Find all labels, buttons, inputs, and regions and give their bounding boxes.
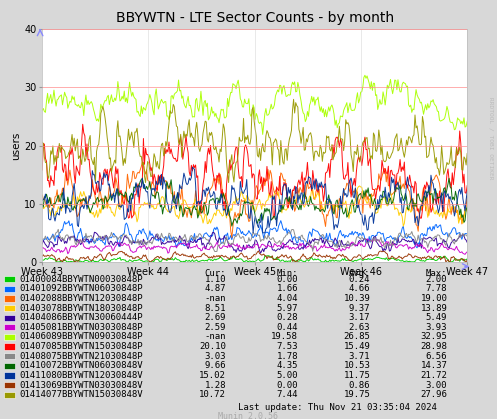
Bar (4, 305, 15, 311)
Bar (4, 372, 15, 378)
Text: 10.53: 10.53 (343, 361, 370, 370)
Text: 0.86: 0.86 (349, 380, 370, 390)
Text: 01402088BBYWTN12030848P: 01402088BBYWTN12030848P (19, 294, 143, 303)
Text: 3.03: 3.03 (205, 352, 226, 361)
Text: 1.78: 1.78 (277, 352, 298, 361)
Text: 1.10: 1.10 (205, 275, 226, 284)
Bar (4, 382, 15, 388)
Bar (4, 315, 15, 321)
Text: 01400084BBYWTN00030848P: 01400084BBYWTN00030848P (19, 275, 143, 284)
Text: 19.58: 19.58 (271, 332, 298, 341)
Text: 01414077BBYWTN15030848V: 01414077BBYWTN15030848V (19, 390, 143, 399)
Text: 3.00: 3.00 (426, 380, 447, 390)
Text: 01408075BBYWTN21030848P: 01408075BBYWTN21030848P (19, 352, 143, 361)
Text: 21.72: 21.72 (420, 371, 447, 380)
Text: 4.66: 4.66 (349, 285, 370, 293)
Text: 0.00: 0.00 (277, 380, 298, 390)
Text: 20.10: 20.10 (199, 342, 226, 351)
Text: 2.59: 2.59 (205, 323, 226, 332)
Text: 5.00: 5.00 (277, 371, 298, 380)
Text: 4.35: 4.35 (277, 361, 298, 370)
Text: 7.44: 7.44 (277, 390, 298, 399)
Text: 4.87: 4.87 (205, 285, 226, 293)
Text: 0.44: 0.44 (277, 323, 298, 332)
Text: 19.00: 19.00 (420, 294, 447, 303)
Text: 6.56: 6.56 (426, 352, 447, 361)
Text: 14.37: 14.37 (420, 361, 447, 370)
Text: 4.04: 4.04 (277, 294, 298, 303)
Text: 9.66: 9.66 (205, 361, 226, 370)
Bar (4, 344, 15, 350)
Text: 01410072BBYWTN06030848V: 01410072BBYWTN06030848V (19, 361, 143, 370)
Text: 01411080BBYWTN12030848V: 01411080BBYWTN12030848V (19, 371, 143, 380)
Text: 19.75: 19.75 (343, 390, 370, 399)
Text: 27.96: 27.96 (420, 390, 447, 399)
Bar (4, 391, 15, 398)
Text: 5.97: 5.97 (277, 304, 298, 313)
Bar (4, 334, 15, 340)
Bar (4, 363, 15, 369)
Text: 01406089BBYWTN09030848P: 01406089BBYWTN09030848P (19, 332, 143, 341)
Text: 3.71: 3.71 (349, 352, 370, 361)
Bar (4, 295, 15, 302)
Text: Last update: Thu Nov 21 03:35:04 2024: Last update: Thu Nov 21 03:35:04 2024 (239, 403, 437, 412)
Text: Min:: Min: (277, 269, 298, 278)
Text: 9.37: 9.37 (349, 304, 370, 313)
Text: Cur:: Cur: (205, 269, 226, 278)
Text: 0.24: 0.24 (349, 275, 370, 284)
Bar (4, 324, 15, 331)
Text: 01413069BBYWTN03030848V: 01413069BBYWTN03030848V (19, 380, 143, 390)
Text: 5.49: 5.49 (426, 313, 447, 322)
Text: 01403078BBYWTN18030848P: 01403078BBYWTN18030848P (19, 304, 143, 313)
Text: 3.17: 3.17 (349, 313, 370, 322)
Text: 0.00: 0.00 (277, 275, 298, 284)
Text: 11.75: 11.75 (343, 371, 370, 380)
Text: 01401092BBYWTN06030848P: 01401092BBYWTN06030848P (19, 285, 143, 293)
Text: 3.93: 3.93 (426, 323, 447, 332)
Bar (4, 353, 15, 360)
Text: 1.28: 1.28 (205, 380, 226, 390)
Text: 8.51: 8.51 (205, 304, 226, 313)
Text: 0.28: 0.28 (277, 313, 298, 322)
Text: 15.02: 15.02 (199, 371, 226, 380)
Text: 10.39: 10.39 (343, 294, 370, 303)
Text: 28.98: 28.98 (420, 342, 447, 351)
Text: 2.63: 2.63 (349, 323, 370, 332)
Text: 15.49: 15.49 (343, 342, 370, 351)
Text: Avg:: Avg: (349, 269, 370, 278)
Text: 01404086BBYWTN30060444P: 01404086BBYWTN30060444P (19, 313, 143, 322)
Text: RRDTOOL / TOBI OETIKER: RRDTOOL / TOBI OETIKER (489, 97, 494, 179)
Bar (4, 276, 15, 282)
Title: BBYWTN - LTE Sector Counts - by month: BBYWTN - LTE Sector Counts - by month (116, 11, 394, 26)
Text: 7.53: 7.53 (277, 342, 298, 351)
Text: 01407085BBYWTN15030848P: 01407085BBYWTN15030848P (19, 342, 143, 351)
Text: 26.85: 26.85 (343, 332, 370, 341)
Text: 32.95: 32.95 (420, 332, 447, 341)
Text: -nan: -nan (205, 332, 226, 341)
Text: 2.00: 2.00 (426, 275, 447, 284)
Text: 01405081BBYWTN03030848P: 01405081BBYWTN03030848P (19, 323, 143, 332)
Text: Max:: Max: (426, 269, 447, 278)
Bar (4, 286, 15, 292)
Text: 7.78: 7.78 (426, 285, 447, 293)
Text: 1.66: 1.66 (277, 285, 298, 293)
Text: 10.72: 10.72 (199, 390, 226, 399)
Y-axis label: users: users (11, 132, 21, 160)
Text: Munin 2.0.56: Munin 2.0.56 (219, 412, 278, 419)
Text: -nan: -nan (205, 294, 226, 303)
Text: 2.69: 2.69 (205, 313, 226, 322)
Text: 13.89: 13.89 (420, 304, 447, 313)
